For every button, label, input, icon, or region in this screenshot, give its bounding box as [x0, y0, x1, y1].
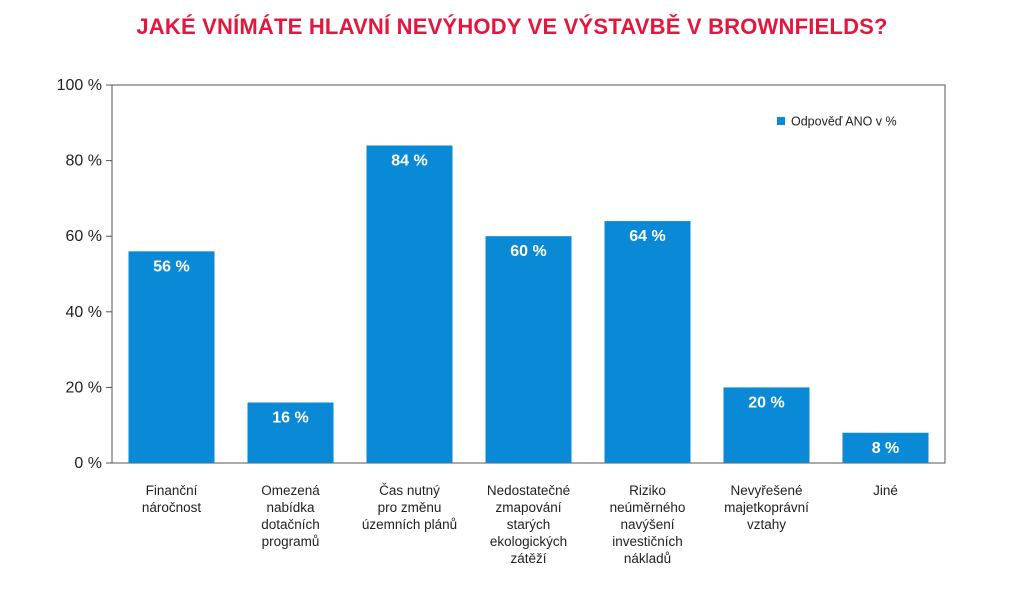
x-category-label: Nedostatečné zmapování starých ekologických…	[487, 483, 570, 566]
bar-value-label: 56 %	[153, 258, 189, 275]
x-category-label-line: starých	[507, 517, 551, 532]
x-category-label-line: zmapování	[495, 500, 561, 515]
x-category-label-line: dotačních	[261, 517, 320, 532]
x-category-label: Čas nutný pro změnu územních plánů	[362, 483, 457, 532]
x-category-label-line: Finanční	[146, 483, 198, 498]
x-category-label-line: navýšení	[620, 517, 674, 532]
x-category-label-line: náročnost	[142, 500, 202, 515]
bar-value-label: 20 %	[748, 394, 784, 411]
x-category-label-line: nákladů	[624, 551, 671, 566]
y-tick-label: 40 %	[66, 304, 102, 321]
x-category-label-line: neúměrného	[610, 500, 686, 515]
x-category-label: Nevyřešené majetkoprávní vztahy	[724, 483, 809, 532]
bar	[842, 432, 929, 463]
x-category-label-line: ekologických	[490, 534, 567, 549]
x-category-label-line: Nevyřešené	[730, 483, 802, 498]
x-category-label-line: Jiné	[873, 483, 898, 498]
bars-group: 56 % 16 % 84 % 60 % 64 % 20 % 8 %	[128, 145, 929, 464]
x-category-label-line: nabídka	[266, 500, 315, 515]
bar	[485, 236, 572, 463]
x-category-label-line: Nedostatečné	[487, 483, 570, 498]
bar-value-label: 60 %	[510, 243, 546, 260]
x-category-label: Riziko neúměrného navýšení investičních nákl…	[610, 483, 686, 566]
bar	[604, 221, 691, 463]
x-category-label-line: Omezená	[261, 483, 320, 498]
x-category-label-line: Čas nutný	[379, 483, 440, 498]
x-category-label-line: územních plánů	[362, 517, 457, 532]
bar	[128, 251, 215, 463]
x-category-label-line: vztahy	[747, 517, 786, 532]
bar	[247, 402, 334, 463]
bar-value-label: 16 %	[272, 410, 308, 427]
bar-value-label: 84 %	[391, 152, 427, 169]
y-tick-label: 60 %	[66, 228, 102, 245]
y-tick-label: 80 %	[66, 153, 102, 170]
x-category-label: Finanční náročnost	[142, 483, 202, 515]
legend-swatch	[777, 117, 785, 125]
legend: Odpověď ANO v %	[777, 115, 897, 129]
y-axis: 0 % 20 % 40 % 60 % 80 % 100 %	[57, 77, 112, 472]
x-category-label: Jiné	[873, 483, 898, 498]
x-axis-labels: Finanční náročnost Omezená nabídka dotačních…	[142, 483, 898, 566]
bar	[723, 387, 810, 463]
bar-value-label: 64 %	[629, 228, 665, 245]
x-category-label: Omezená nabídka dotačních programů	[261, 483, 320, 549]
y-tick-label: 0 %	[74, 455, 102, 472]
x-category-label-line: majetkoprávní	[724, 500, 809, 515]
chart-title: JAKÉ VNÍMÁTE HLAVNÍ NEVÝHODY VE VÝSTAVBĚ…	[136, 14, 888, 39]
bar	[366, 145, 453, 464]
y-tick-label: 20 %	[66, 379, 102, 396]
legend-label: Odpověď ANO v %	[791, 115, 897, 129]
y-tick-label: 100 %	[57, 77, 102, 94]
x-category-label-line: Riziko	[629, 483, 666, 498]
x-category-label-line: zátěží	[510, 551, 546, 566]
x-category-label-line: pro změnu	[378, 500, 442, 515]
x-category-label-line: programů	[262, 534, 320, 549]
bar-value-label: 8 %	[872, 440, 900, 457]
x-category-label-line: investičních	[612, 534, 683, 549]
